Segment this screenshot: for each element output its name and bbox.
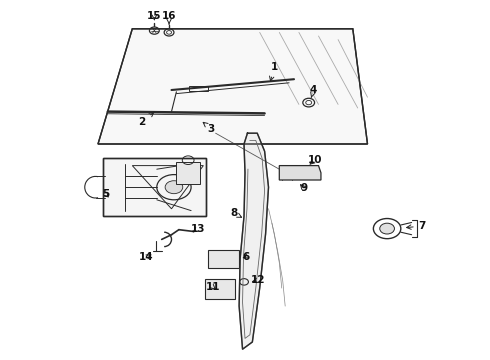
Text: 12: 12 <box>251 275 266 285</box>
Text: 3: 3 <box>203 122 214 134</box>
Bar <box>189 86 208 91</box>
Text: 15: 15 <box>147 11 162 21</box>
Text: 1: 1 <box>270 62 278 81</box>
Polygon shape <box>208 250 239 268</box>
Bar <box>176 162 200 184</box>
Text: 4: 4 <box>310 85 318 98</box>
Text: 2: 2 <box>139 112 154 127</box>
Polygon shape <box>98 29 368 144</box>
Polygon shape <box>103 158 206 216</box>
Polygon shape <box>239 133 269 349</box>
Text: 7: 7 <box>407 221 426 231</box>
Text: 11: 11 <box>206 282 220 292</box>
Text: 6: 6 <box>243 252 249 262</box>
Text: 14: 14 <box>139 252 153 262</box>
Polygon shape <box>279 166 321 180</box>
Text: 9: 9 <box>300 183 307 193</box>
Text: 8: 8 <box>231 208 242 219</box>
Text: 16: 16 <box>162 11 176 24</box>
Polygon shape <box>205 279 235 299</box>
Circle shape <box>165 181 183 194</box>
Text: 13: 13 <box>191 224 205 234</box>
Circle shape <box>380 223 394 234</box>
Text: 10: 10 <box>307 155 322 165</box>
Text: 5: 5 <box>102 189 109 199</box>
